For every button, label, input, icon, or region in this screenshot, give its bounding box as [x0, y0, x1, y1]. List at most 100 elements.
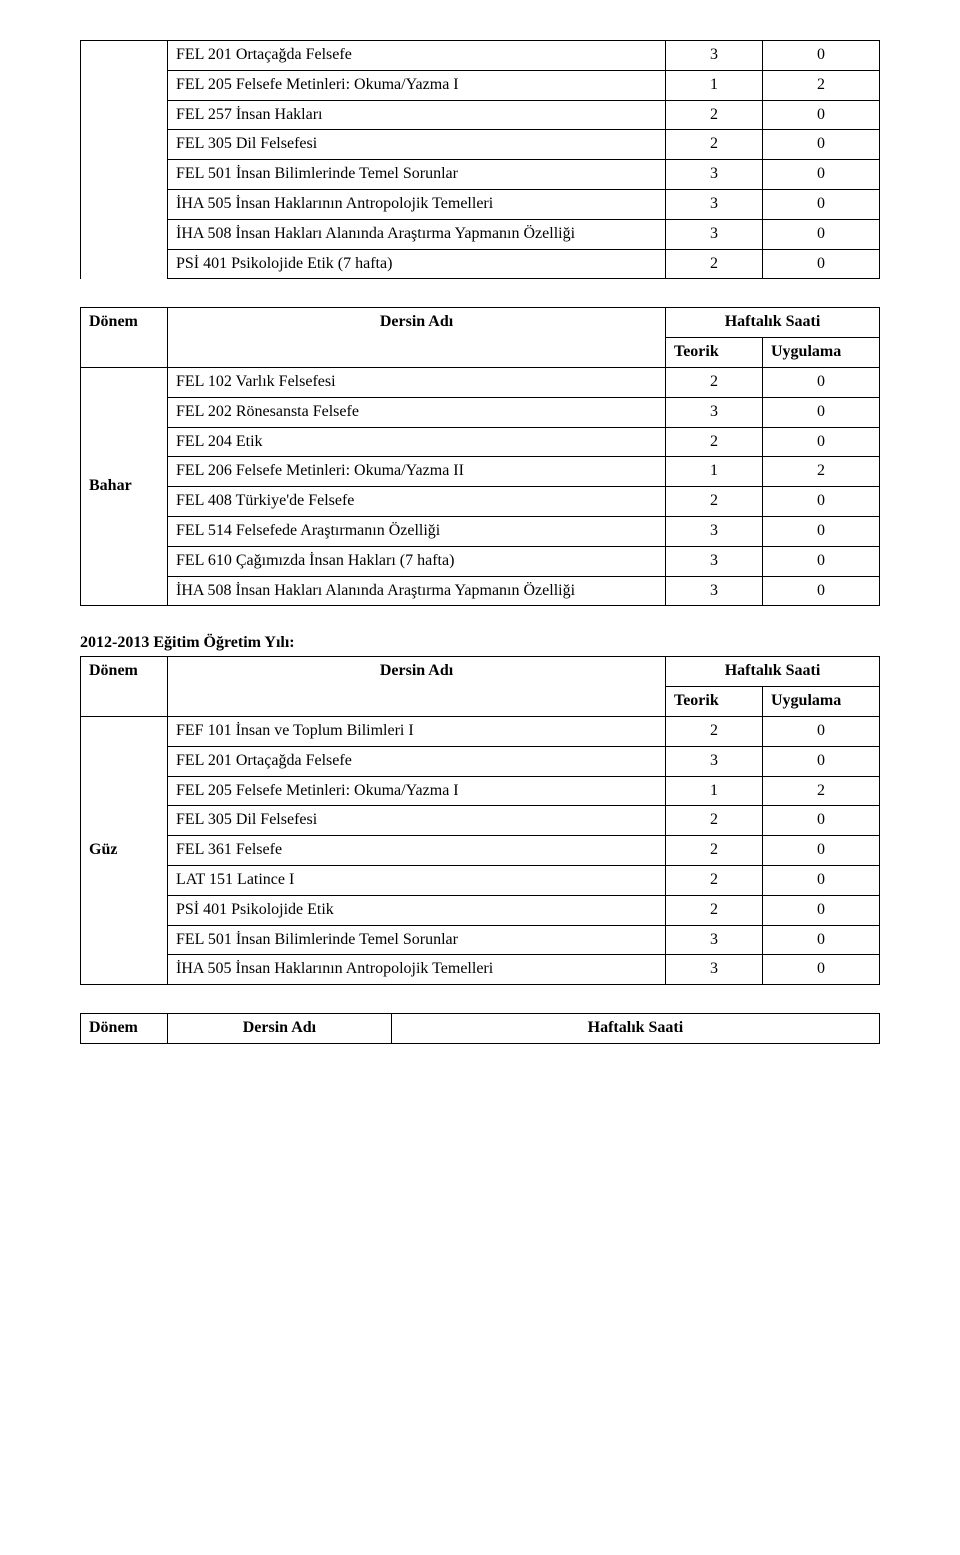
course-name: FEL 501 İnsan Bilimlerinde Temel Sorunla… [168, 160, 666, 190]
course-uygulama: 2 [763, 457, 880, 487]
course-name: İHA 508 İnsan Hakları Alanında Araştırma… [168, 576, 666, 606]
header-donem: Dönem [81, 657, 168, 717]
table-row: Bahar FEL 102 Varlık Felsefesi 2 0 [81, 367, 880, 397]
course-table-3: Dönem Dersin Adı Haftalık Saati Teorik U… [80, 656, 880, 985]
course-teorik: 3 [666, 546, 763, 576]
course-name: İHA 505 İnsan Haklarının Antropolojik Te… [168, 955, 666, 985]
course-name: FEL 501 İnsan Bilimlerinde Temel Sorunla… [168, 925, 666, 955]
course-teorik: 2 [666, 836, 763, 866]
course-name: FEL 201 Ortaçağda Felsefe [168, 746, 666, 776]
table-row: FEL 201 Ortaçağda Felsefe 3 0 [81, 746, 880, 776]
year-heading: 2012-2013 Eğitim Öğretim Yılı: [80, 634, 880, 652]
course-uygulama: 0 [763, 367, 880, 397]
table-row: İHA 508 İnsan Hakları Alanında Araştırma… [81, 219, 880, 249]
table-row: İHA 505 İnsan Haklarının Antropolojik Te… [81, 189, 880, 219]
course-table-1: FEL 201 Ortaçağda Felsefe 3 0 FEL 205 Fe… [80, 40, 880, 279]
table-row: LAT 151 Latince I 2 0 [81, 865, 880, 895]
table-header-row: Dönem Dersin Adı Haftalık Saati [81, 1014, 880, 1044]
course-uygulama: 0 [763, 955, 880, 985]
course-teorik: 3 [666, 746, 763, 776]
course-name: FEL 205 Felsefe Metinleri: Okuma/Yazma I [168, 70, 666, 100]
table-row: FEL 257 İnsan Hakları 2 0 [81, 100, 880, 130]
table-row: FEL 205 Felsefe Metinleri: Okuma/Yazma I… [81, 70, 880, 100]
course-name: PSİ 401 Psikolojide Etik (7 hafta) [168, 249, 666, 279]
table-row: FEL 202 Rönesansta Felsefe 3 0 [81, 397, 880, 427]
course-teorik: 3 [666, 189, 763, 219]
header-donem: Dönem [81, 308, 168, 368]
course-teorik: 2 [666, 427, 763, 457]
course-teorik: 1 [666, 70, 763, 100]
course-name: FEL 408 Türkiye'de Felsefe [168, 487, 666, 517]
table-row: FEL 305 Dil Felsefesi 2 0 [81, 130, 880, 160]
course-teorik: 2 [666, 100, 763, 130]
course-teorik: 1 [666, 776, 763, 806]
course-uygulama: 0 [763, 487, 880, 517]
course-name: FEL 361 Felsefe [168, 836, 666, 866]
course-teorik: 2 [666, 865, 763, 895]
course-uygulama: 0 [763, 716, 880, 746]
course-uygulama: 0 [763, 130, 880, 160]
course-teorik: 2 [666, 895, 763, 925]
semester-cell: Bahar [81, 367, 168, 605]
course-name: İHA 505 İnsan Haklarının Antropolojik Te… [168, 189, 666, 219]
course-name: FEL 202 Rönesansta Felsefe [168, 397, 666, 427]
course-name: LAT 151 Latince I [168, 865, 666, 895]
header-dersin-adi: Dersin Adı [168, 308, 666, 368]
course-name: FEL 204 Etik [168, 427, 666, 457]
course-name: FEL 205 Felsefe Metinleri: Okuma/Yazma I [168, 776, 666, 806]
course-teorik: 2 [666, 487, 763, 517]
table-row: FEL 205 Felsefe Metinleri: Okuma/Yazma I… [81, 776, 880, 806]
course-teorik: 3 [666, 160, 763, 190]
course-name: FEL 206 Felsefe Metinleri: Okuma/Yazma I… [168, 457, 666, 487]
course-uygulama: 2 [763, 70, 880, 100]
header-uygulama: Uygulama [763, 338, 880, 368]
course-teorik: 2 [666, 130, 763, 160]
course-uygulama: 0 [763, 397, 880, 427]
course-uygulama: 0 [763, 546, 880, 576]
course-uygulama: 0 [763, 865, 880, 895]
course-uygulama: 0 [763, 806, 880, 836]
course-uygulama: 0 [763, 249, 880, 279]
course-uygulama: 0 [763, 895, 880, 925]
course-uygulama: 2 [763, 776, 880, 806]
course-uygulama: 0 [763, 427, 880, 457]
course-uygulama: 0 [763, 189, 880, 219]
course-teorik: 2 [666, 806, 763, 836]
header-teorik: Teorik [666, 687, 763, 717]
course-teorik: 3 [666, 41, 763, 71]
course-uygulama: 0 [763, 576, 880, 606]
table-row: FEL 514 Felsefede Araştırmanın Özelliği … [81, 516, 880, 546]
course-teorik: 3 [666, 516, 763, 546]
header-haftalik: Haftalık Saati [666, 657, 880, 687]
course-teorik: 3 [666, 219, 763, 249]
course-teorik: 3 [666, 925, 763, 955]
table-row: İHA 505 İnsan Haklarının Antropolojik Te… [81, 955, 880, 985]
header-uygulama: Uygulama [763, 687, 880, 717]
course-table-2: Dönem Dersin Adı Haftalık Saati Teorik U… [80, 307, 880, 606]
semester-cell: Güz [81, 716, 168, 984]
course-name: FEF 101 İnsan ve Toplum Bilimleri I [168, 716, 666, 746]
course-uygulama: 0 [763, 219, 880, 249]
course-teorik: 2 [666, 249, 763, 279]
header-haftalik: Haftalık Saati [666, 308, 880, 338]
course-name: FEL 305 Dil Felsefesi [168, 806, 666, 836]
table-row: Güz FEF 101 İnsan ve Toplum Bilimleri I … [81, 716, 880, 746]
course-uygulama: 0 [763, 516, 880, 546]
header-donem: Dönem [81, 1014, 168, 1044]
course-table-4: Dönem Dersin Adı Haftalık Saati [80, 1013, 880, 1044]
table-row: FEL 305 Dil Felsefesi 2 0 [81, 806, 880, 836]
table-row: PSİ 401 Psikolojide Etik (7 hafta) 2 0 [81, 249, 880, 279]
course-teorik: 2 [666, 367, 763, 397]
course-teorik: 3 [666, 955, 763, 985]
table-row: FEL 408 Türkiye'de Felsefe 2 0 [81, 487, 880, 517]
course-name: FEL 610 Çağımızda İnsan Hakları (7 hafta… [168, 546, 666, 576]
course-name: FEL 201 Ortaçağda Felsefe [168, 41, 666, 71]
course-uygulama: 0 [763, 41, 880, 71]
course-name: İHA 508 İnsan Hakları Alanında Araştırma… [168, 219, 666, 249]
course-uygulama: 0 [763, 836, 880, 866]
course-teorik: 3 [666, 397, 763, 427]
table-row: FEL 361 Felsefe 2 0 [81, 836, 880, 866]
course-name: FEL 514 Felsefede Araştırmanın Özelliği [168, 516, 666, 546]
course-name: FEL 257 İnsan Hakları [168, 100, 666, 130]
semester-cell-empty [81, 41, 168, 279]
